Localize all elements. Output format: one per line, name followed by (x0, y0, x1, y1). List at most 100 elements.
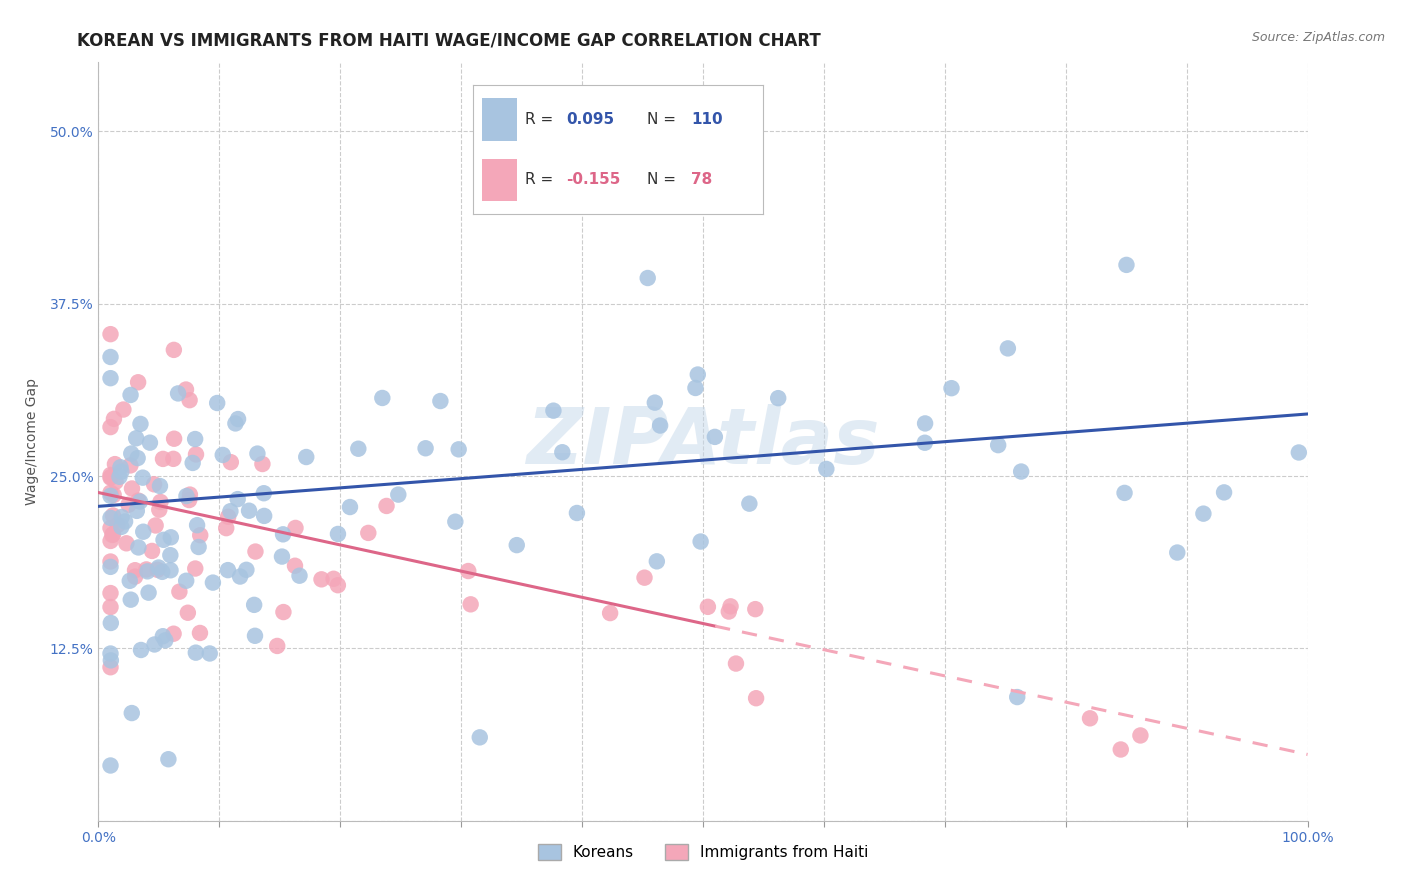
Point (148, 502, 170, 516)
Point (120, 458, 142, 473)
Point (108, 470, 131, 484)
Point (375, 499, 398, 513)
Point (100, 660, 122, 674)
Point (125, 504, 148, 518)
Point (163, 432, 186, 446)
Point (100, 600, 122, 615)
Point (120, 446, 142, 460)
Point (141, 544, 163, 558)
Point (266, 639, 288, 653)
Point (100, 586, 122, 600)
Point (565, 506, 588, 520)
Point (235, 563, 257, 577)
Point (447, 442, 470, 457)
Point (339, 500, 361, 514)
Point (1115, 258, 1137, 272)
Point (162, 451, 184, 466)
Point (184, 646, 207, 660)
Point (506, 538, 529, 552)
Point (685, 381, 707, 395)
Point (644, 395, 666, 409)
Point (229, 569, 252, 583)
Point (107, 518, 129, 533)
Point (226, 412, 249, 426)
Point (219, 504, 242, 518)
Point (110, 465, 132, 479)
Point (110, 520, 132, 534)
Point (271, 549, 294, 564)
Point (157, 752, 180, 766)
Point (129, 643, 152, 657)
Point (127, 541, 149, 555)
Point (129, 417, 152, 431)
Point (150, 565, 173, 579)
Point (101, 527, 124, 541)
Point (217, 563, 239, 577)
Point (1005, 690, 1028, 704)
Point (224, 417, 246, 431)
Point (645, 554, 668, 568)
Y-axis label: Wage/Income Gap: Wage/Income Gap (24, 378, 38, 505)
Point (295, 450, 318, 464)
Point (146, 563, 169, 577)
Point (347, 442, 370, 456)
Point (460, 598, 482, 612)
Point (121, 482, 143, 496)
Point (745, 691, 768, 706)
Point (1010, 465, 1032, 479)
Point (1166, 545, 1188, 559)
Point (159, 548, 181, 562)
Point (179, 493, 201, 508)
Point (1078, 711, 1101, 725)
Point (120, 592, 142, 607)
Point (987, 438, 1010, 452)
Point (226, 492, 249, 507)
Point (118, 574, 141, 588)
Point (100, 371, 122, 385)
Text: KOREAN VS IMMIGRANTS FROM HAITI WAGE/INCOME GAP CORRELATION CHART: KOREAN VS IMMIGRANTS FROM HAITI WAGE/INC… (77, 31, 821, 49)
Text: Source: ZipAtlas.com: Source: ZipAtlas.com (1251, 31, 1385, 45)
Point (1109, 742, 1132, 756)
Point (100, 555, 122, 569)
Point (101, 508, 124, 523)
Point (111, 510, 134, 524)
Point (125, 431, 148, 445)
Point (129, 494, 152, 508)
Point (238, 504, 260, 518)
Point (703, 430, 725, 444)
Point (124, 563, 146, 577)
Point (100, 350, 122, 364)
Point (720, 599, 742, 614)
Point (155, 633, 177, 648)
Point (217, 509, 239, 524)
Point (1114, 486, 1136, 500)
Point (132, 470, 155, 484)
Point (468, 731, 491, 745)
Point (100, 485, 122, 500)
Text: ZIPAtlas: ZIPAtlas (526, 403, 880, 480)
Point (127, 376, 149, 390)
Point (201, 575, 224, 590)
Point (110, 460, 132, 475)
Point (1192, 507, 1215, 521)
Point (637, 271, 659, 285)
Point (163, 343, 186, 357)
Point (174, 574, 197, 588)
Point (243, 629, 266, 643)
Point (245, 544, 267, 558)
Point (100, 511, 122, 525)
Point (100, 560, 122, 574)
Point (100, 521, 122, 535)
Point (253, 508, 276, 523)
Point (322, 572, 344, 586)
Point (288, 568, 311, 582)
Point (117, 498, 139, 512)
Point (135, 562, 157, 576)
Point (633, 571, 655, 585)
Point (724, 657, 747, 671)
Point (205, 396, 228, 410)
Point (766, 391, 789, 405)
Point (357, 525, 380, 540)
Point (311, 572, 333, 586)
Point (149, 495, 172, 509)
